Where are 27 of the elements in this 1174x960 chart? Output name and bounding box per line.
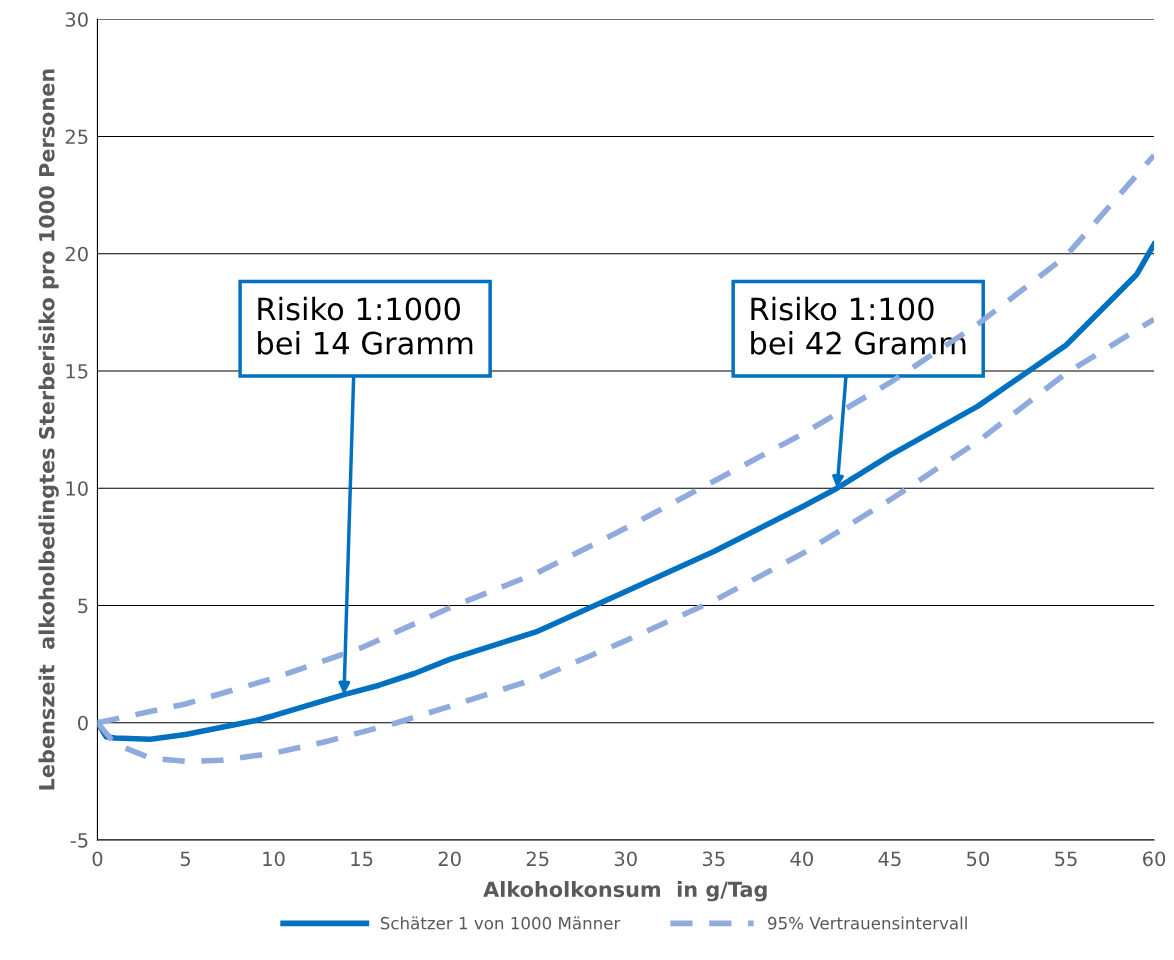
legend-label: 95% Vertrauensintervall xyxy=(768,916,967,930)
x-tick-label: 25 xyxy=(526,851,549,867)
x-tick-label: 30 xyxy=(614,851,637,867)
x-axis-title: Alkoholkonsum in g/Tag xyxy=(483,881,767,902)
x-tick-label: 10 xyxy=(263,851,285,867)
x-tick-label: 20 xyxy=(438,851,461,867)
x-tick-label: 40 xyxy=(790,851,813,867)
y-tick-label: 15 xyxy=(66,364,88,379)
annotation: Risiko 1:1000 bei 14 Gramm xyxy=(258,296,473,355)
y-tick-label: -5 xyxy=(70,833,88,848)
y-tick-label: 25 xyxy=(65,129,88,145)
annotation: Risiko 1:100 bei 42 Gramm xyxy=(751,296,966,355)
x-tick-label: 60 xyxy=(1143,851,1166,867)
y-tick-label: 0 xyxy=(78,715,88,731)
y-tick-label: 20 xyxy=(65,246,88,262)
x-tick-label: 50 xyxy=(967,851,990,867)
legend-label: Schätzer 1 von 1000 Männer xyxy=(380,916,621,930)
y-tick-label: 5 xyxy=(78,598,88,614)
x-tick-label: 45 xyxy=(878,851,901,867)
y-axis-title: Lebenszeit alkoholbedingtes Sterberisiko pro 1000 Personen xyxy=(38,69,59,790)
x-tick-label: 0 xyxy=(92,851,103,867)
y-tick-label: 10 xyxy=(66,481,88,496)
x-tick-label: 5 xyxy=(180,851,190,867)
x-tick-label: 15 xyxy=(351,851,373,867)
y-tick-label: 30 xyxy=(65,12,88,27)
x-tick-label: 55 xyxy=(1055,851,1077,867)
x-tick-label: 35 xyxy=(702,851,725,867)
